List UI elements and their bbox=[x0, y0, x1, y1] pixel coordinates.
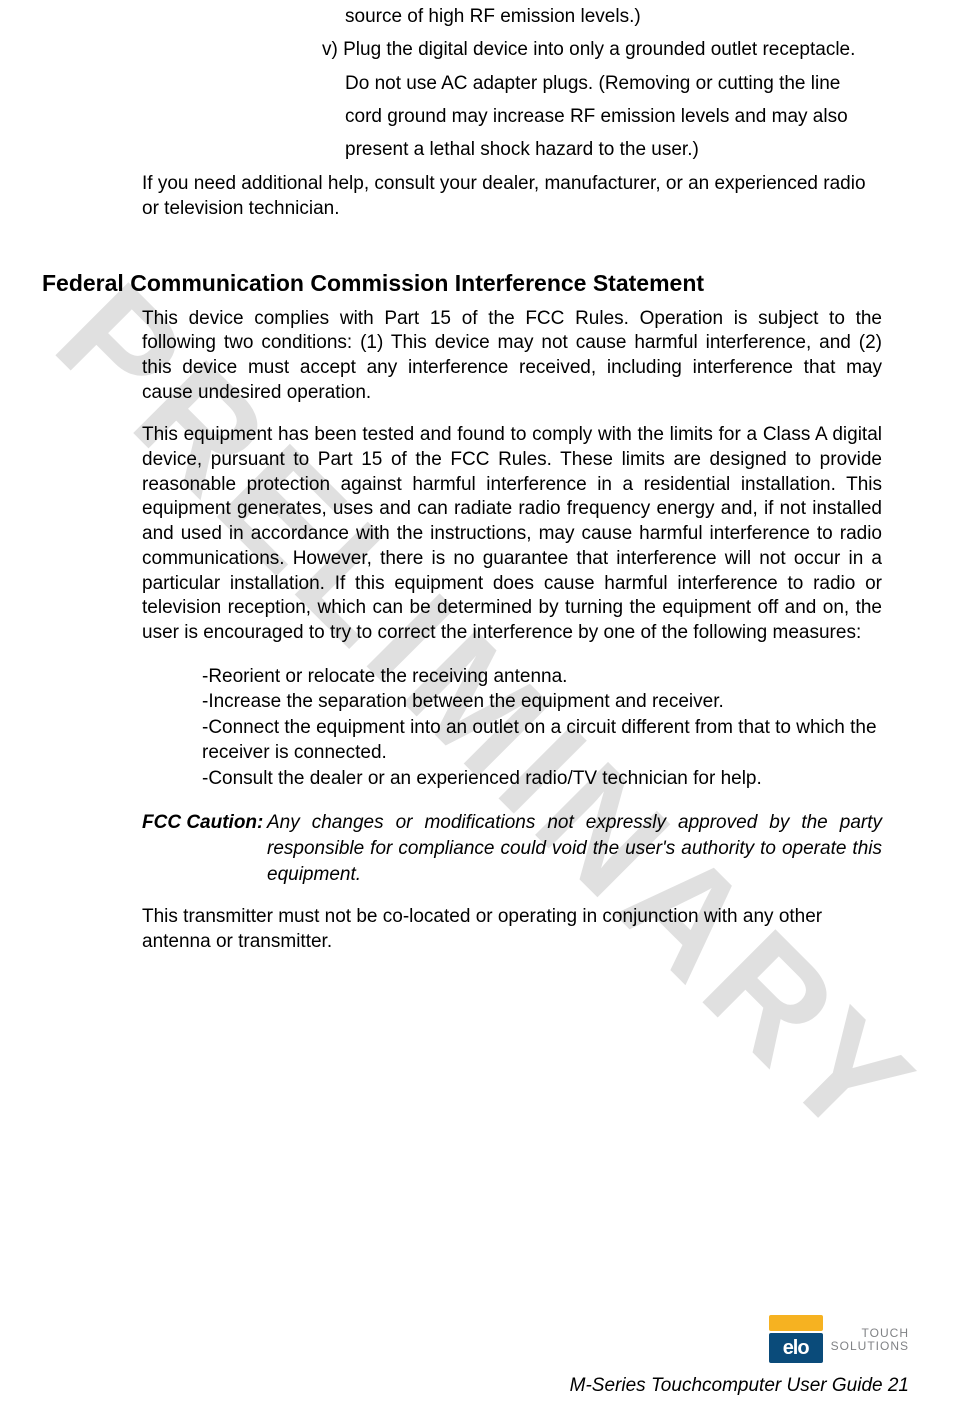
bullet-item: -Consult the dealer or an experienced ra… bbox=[202, 766, 882, 792]
item-line: cord ground may increase RF emission lev… bbox=[345, 100, 882, 133]
brand-logo: elo TOUCH SOLUTIONS bbox=[570, 1315, 909, 1365]
page-content: source of high RF emission levels.) v) P… bbox=[0, 0, 974, 955]
caution-text: Any changes or modifications not express… bbox=[267, 810, 882, 887]
section-heading: Federal Communication Commission Interfe… bbox=[42, 270, 932, 297]
logo-brand-text: elo bbox=[783, 1337, 809, 1360]
logo-line-2: SOLUTIONS bbox=[831, 1340, 909, 1353]
page-footer: elo TOUCH SOLUTIONS M-Series Touchcomput… bbox=[570, 1315, 909, 1397]
bullet-item: -Connect the equipment into an outlet on… bbox=[202, 715, 882, 766]
transmitter-paragraph: This transmitter must not be co-located … bbox=[142, 905, 882, 954]
bullet-item: -Reorient or relocate the receiving ante… bbox=[202, 664, 882, 690]
caution-label: FCC Caution: bbox=[142, 812, 263, 833]
footer-page-label: M-Series Touchcomputer User Guide 21 bbox=[570, 1375, 909, 1397]
fcc-caution: FCC Caution: Any changes or modification… bbox=[142, 810, 882, 888]
logo-tagline: TOUCH SOLUTIONS bbox=[831, 1327, 909, 1353]
measures-list: -Reorient or relocate the receiving ante… bbox=[202, 664, 882, 792]
item-line: Plug the digital device into only a grou… bbox=[343, 39, 855, 60]
help-paragraph: If you need additional help, consult you… bbox=[142, 172, 882, 221]
fcc-paragraph-2: This equipment has been tested and found… bbox=[142, 423, 882, 645]
elo-logo-icon: elo bbox=[769, 1315, 823, 1365]
item-line: present a lethal shock hazard to the use… bbox=[345, 133, 882, 166]
item-marker: v) bbox=[322, 39, 338, 60]
fcc-paragraph-1: This device complies with Part 15 of the… bbox=[142, 307, 882, 406]
list-item-v: v) Plug the digital device into only a g… bbox=[322, 33, 882, 66]
bullet-item: -Increase the separation between the equ… bbox=[202, 689, 882, 715]
item-line: Do not use AC adapter plugs. (Removing o… bbox=[345, 67, 882, 100]
prior-fragment: source of high RF emission levels.) bbox=[345, 0, 882, 33]
